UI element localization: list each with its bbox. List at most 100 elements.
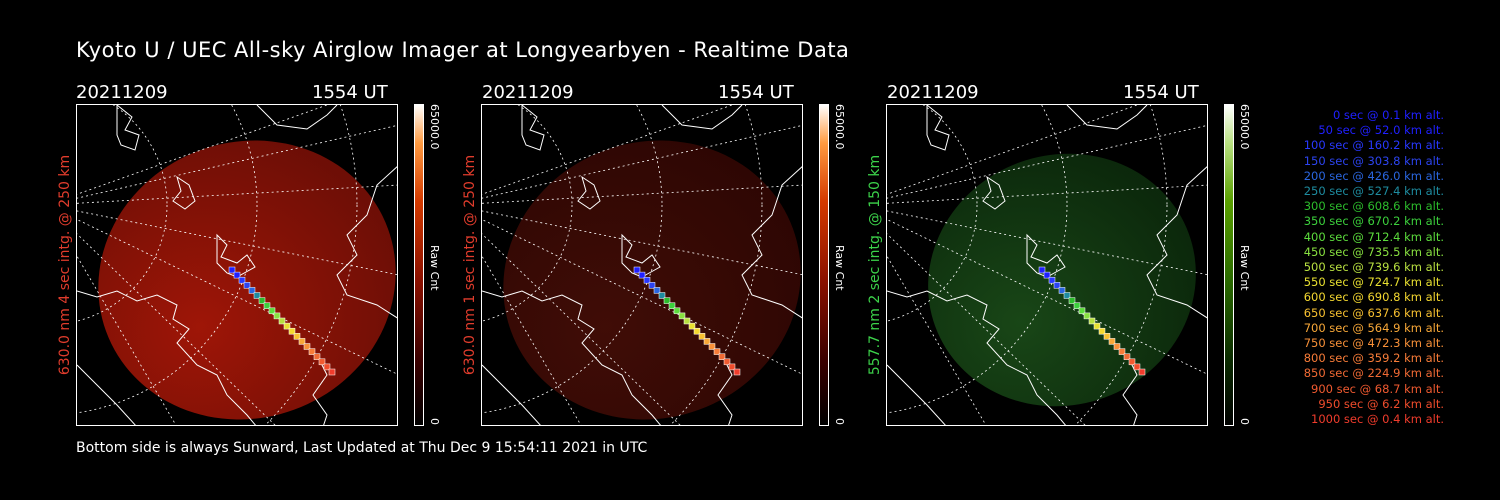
trajectory-point: [638, 271, 646, 279]
trajectory-point: [1093, 322, 1101, 330]
trajectory-point: [273, 312, 281, 320]
panel-1-time: 1554 UT: [312, 82, 388, 103]
panel-1-colorbar-unit: Raw Cnt: [428, 245, 441, 291]
panel-3-date: 20211209: [887, 82, 979, 103]
trajectory-point: [263, 302, 271, 309]
trajectory-legend: 0 sec @ 0.1 km alt. 50 sec @ 52.0 km alt.…: [1262, 108, 1444, 427]
panel-3-wavelength-label: 557.7 nm 2 sec intg. @ 150 km: [867, 154, 883, 376]
trajectory-point: [293, 333, 301, 340]
trajectory-point: [733, 368, 741, 376]
legend-entry: 700 sec @ 564.9 km alt.: [1303, 320, 1444, 335]
trajectory-point: [1133, 363, 1141, 371]
trajectory-point: [668, 302, 676, 309]
trajectory-point: [233, 271, 241, 279]
panel-1-image: [76, 104, 398, 426]
airglow-field: [98, 140, 396, 420]
trajectory-point: [663, 297, 671, 304]
trajectory-point: [673, 307, 681, 315]
legend-entry: 750 sec @ 472.3 km alt.: [1303, 336, 1444, 351]
legend-entry: 200 sec @ 426.0 km alt.: [1303, 168, 1444, 183]
trajectory-point: [298, 338, 306, 345]
trajectory-point: [718, 353, 726, 360]
legend-entry: 850 sec @ 224.9 km alt.: [1303, 366, 1444, 381]
trajectory-point: [258, 297, 266, 304]
footer-status: Bottom side is always Sunward, Last Upda…: [76, 440, 648, 456]
trajectory-point: [1138, 368, 1146, 376]
airglow-field: [928, 153, 1196, 407]
trajectory-point: [1078, 307, 1086, 315]
trajectory-point: [1073, 302, 1081, 309]
legend-entry: 600 sec @ 690.8 km alt.: [1303, 290, 1444, 305]
trajectory-point: [1088, 317, 1096, 325]
trajectory-point: [238, 276, 246, 284]
trajectory-point: [723, 358, 731, 366]
panel-1-colorbar: [414, 104, 424, 426]
trajectory-point: [648, 282, 656, 289]
panel-3-colorbar: [1224, 104, 1234, 426]
trajectory-point: [283, 322, 291, 330]
legend-entry: 650 sec @ 637.6 km alt.: [1303, 305, 1444, 320]
legend-entry: 800 sec @ 359.2 km alt.: [1303, 351, 1444, 366]
trajectory-track: [1038, 266, 1146, 376]
trajectory-point: [1053, 282, 1061, 289]
trajectory-point: [693, 327, 701, 335]
panel-2-colorbar-unit: Raw Cnt: [833, 245, 846, 291]
panel-1-colorbar-max: 65000.0: [428, 104, 441, 150]
trajectory-point: [708, 343, 716, 350]
panel-3-image: [886, 104, 1208, 426]
panel-2-colorbar-min: 0: [833, 418, 846, 425]
trajectory-point: [688, 322, 696, 330]
panel-2-date: 20211209: [482, 82, 574, 103]
panel-2-colorbar-max: 65000.0: [833, 104, 846, 150]
panel-2-wavelength-label: 630.0 nm 1 sec intg. @ 250 km: [462, 154, 478, 376]
trajectory-point: [1038, 266, 1046, 274]
airglow-field: [503, 140, 801, 420]
trajectory-point: [1118, 348, 1126, 355]
trajectory-point: [698, 333, 706, 340]
panel-2-time: 1554 UT: [718, 82, 794, 103]
trajectory-point: [643, 276, 651, 284]
trajectory-point: [228, 266, 236, 274]
legend-entry: 500 sec @ 739.6 km alt.: [1303, 260, 1444, 275]
trajectory-track: [633, 266, 741, 376]
trajectory-point: [303, 343, 311, 350]
lat-lon-grid: [77, 105, 397, 425]
trajectory-point: [1128, 358, 1136, 366]
legend-entry: 550 sec @ 724.7 km alt.: [1303, 275, 1444, 290]
trajectory-point: [703, 338, 711, 345]
panel-3-colorbar-min: 0: [1238, 418, 1251, 425]
trajectory-point: [1043, 271, 1051, 279]
trajectory-point: [288, 327, 296, 335]
legend-entry: 250 sec @ 527.4 km alt.: [1303, 184, 1444, 199]
coastline: [77, 105, 397, 425]
coastline: [887, 105, 1207, 425]
coastline: [482, 105, 802, 425]
panel-1-date: 20211209: [76, 82, 168, 103]
panel-2-colorbar: [819, 104, 829, 426]
trajectory-point: [1048, 276, 1056, 284]
trajectory-point: [318, 358, 326, 366]
trajectory-point: [243, 282, 251, 289]
trajectory-point: [1123, 353, 1131, 360]
legend-entry: 950 sec @ 6.2 km alt.: [1318, 396, 1444, 411]
trajectory-point: [678, 312, 686, 320]
trajectory-point: [653, 287, 661, 294]
trajectory-point: [1098, 327, 1106, 335]
trajectory-point: [253, 292, 261, 299]
legend-entry: 900 sec @ 68.7 km alt.: [1311, 381, 1444, 396]
legend-entry: 150 sec @ 303.8 km alt.: [1303, 153, 1444, 168]
legend-entry: 0 sec @ 0.1 km alt.: [1332, 108, 1444, 122]
trajectory-point: [278, 317, 286, 325]
panel-1-colorbar-min: 0: [428, 418, 441, 425]
lat-lon-grid: [482, 105, 802, 425]
trajectory-point: [1063, 292, 1071, 299]
trajectory-point: [328, 368, 336, 376]
panel-1-wavelength-label: 630.0 nm 4 sec intg. @ 250 km: [57, 154, 73, 376]
trajectory-point: [683, 317, 691, 325]
lat-lon-grid: [887, 105, 1207, 425]
panel-2-image: [481, 104, 803, 426]
trajectory-point: [1113, 343, 1121, 350]
trajectory-point: [323, 363, 331, 371]
trajectory-point: [1103, 333, 1111, 340]
legend-entry: 350 sec @ 670.2 km alt.: [1303, 214, 1444, 229]
